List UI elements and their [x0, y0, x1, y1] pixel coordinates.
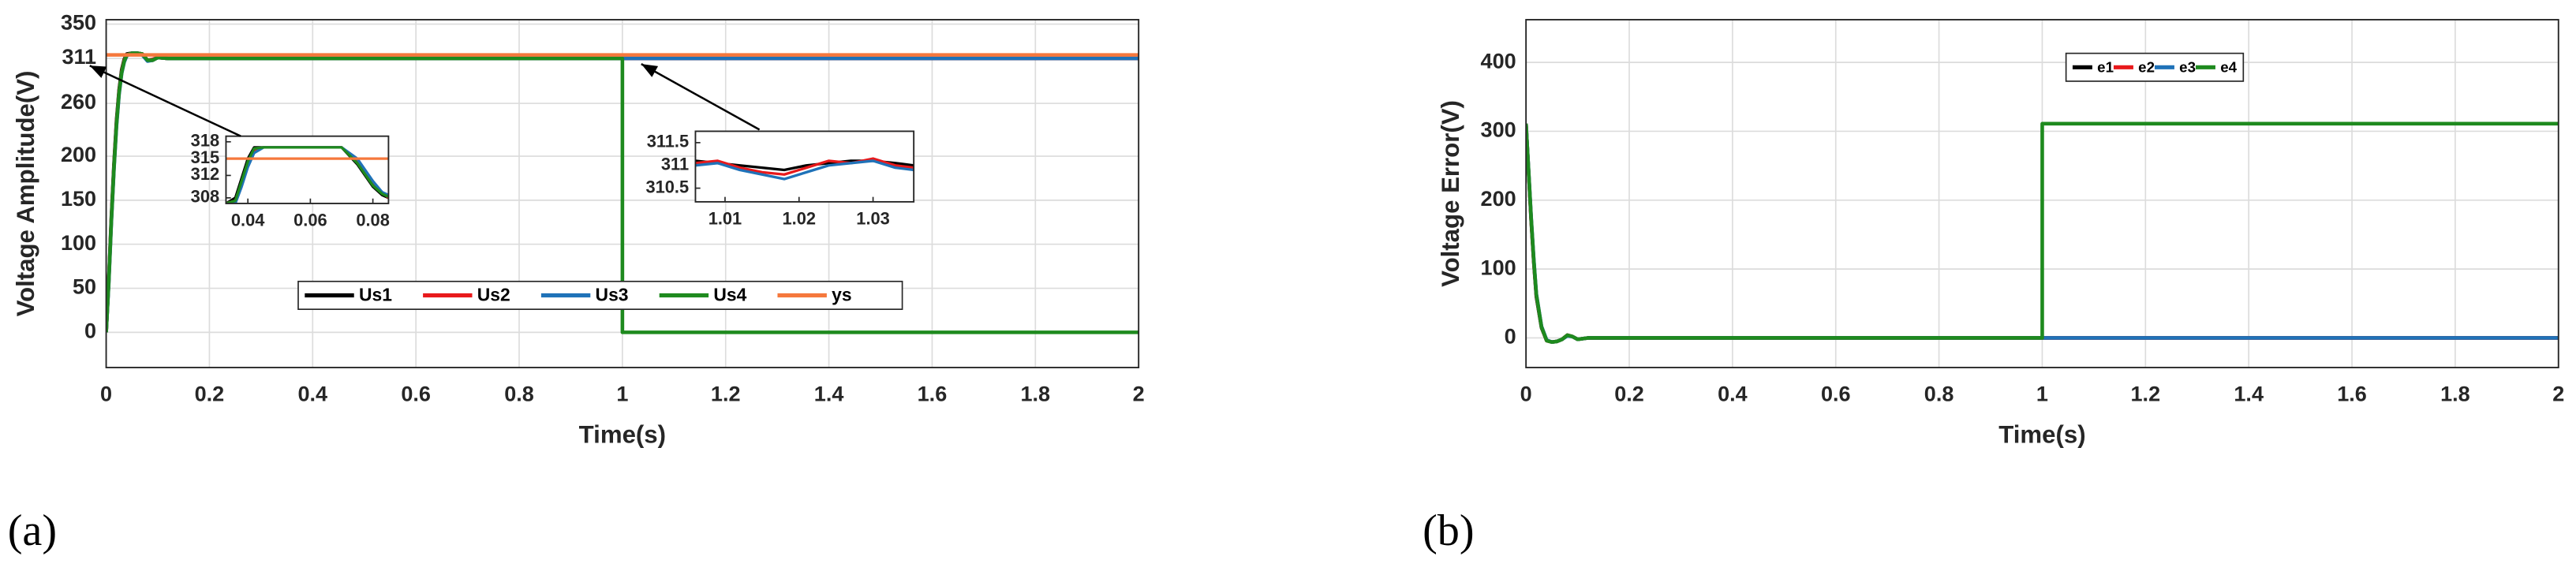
x-tick-label: 0.8	[504, 383, 534, 406]
y-tick-label: 200	[1481, 187, 1516, 211]
y-tick-label: 0	[1505, 325, 1516, 349]
x-tick-label: 1	[2036, 383, 2048, 406]
x-tick-label: 2	[2552, 383, 2564, 406]
y-tick-label: 311	[62, 45, 96, 69]
y-tick-label: 308	[191, 187, 219, 207]
axes-frame	[225, 135, 390, 204]
plot: 0 0.2 0.4 0.6 0.8 1 1.2 1.4 1.6 1.8 2 0 50 100 150 200 2…	[8, 11, 1145, 555]
y-tick-label: 100	[1481, 256, 1516, 279]
plot: 0 0.2 0.4 0.6 0.8 1 1.2 1.4 1.6 1.8 2 0 100 200 300 400…	[1423, 19, 2564, 555]
x-tick-label: 0.06	[293, 211, 327, 230]
series-line	[695, 159, 914, 181]
axes-frame	[1525, 19, 2559, 368]
series-line	[226, 146, 389, 203]
x-tick-label: 0	[100, 383, 112, 406]
legend-label: e3	[2179, 58, 2196, 75]
y-axis-label: Voltage Amplitude(V)	[12, 71, 39, 317]
legend-label: Us3	[596, 285, 629, 305]
plots: 0 0.2 0.4 0.6 0.8 1 1.2 1.4 1.6 1.8 20501001502002…	[8, 11, 2565, 555]
x-tick-label: 0.4	[298, 383, 328, 406]
y-axis-label: Voltage Error(V)	[1437, 100, 1464, 287]
x-tick-label: 0.2	[1614, 383, 1644, 406]
y-tick-label: 100	[61, 231, 96, 255]
panel-label: (a)	[8, 506, 57, 555]
x-tick-label: 1.8	[1021, 383, 1051, 406]
y-tick-label: 315	[191, 147, 219, 167]
y-tick-label: 312	[191, 164, 219, 184]
legend: e1 e2 e3 e4	[2065, 52, 2245, 82]
y-tick-label: 300	[1481, 118, 1516, 142]
x-tick-label: 1.4	[2234, 383, 2264, 406]
legend-label: ys	[832, 285, 851, 305]
x-tick-label: 1.2	[711, 383, 741, 406]
y-tick-label: 200	[61, 143, 96, 166]
zoom-arrow	[641, 63, 761, 131]
x-tick-label: 0.6	[401, 383, 431, 406]
legend-label: e4	[2220, 58, 2237, 75]
y-tick-label: 400	[1481, 49, 1516, 73]
x-tick-label: 1.02	[783, 209, 816, 229]
x-tick-label: 1.03	[856, 209, 889, 229]
y-tick-label: 50	[73, 275, 96, 299]
x-tick-label: 0.2	[195, 383, 225, 406]
y-tick-label: 310.5	[646, 177, 690, 196]
y-tick-label: 318	[191, 131, 219, 151]
zoom-arrow	[89, 65, 241, 137]
series-line	[1526, 121, 2559, 345]
y-tick-label: 150	[61, 187, 96, 211]
legend-label: e1	[2097, 58, 2114, 75]
x-tick-label: 1.6	[2337, 383, 2367, 406]
series-line	[695, 157, 914, 176]
x-tick-label: 1	[616, 383, 628, 406]
y-tick-label: 260	[61, 90, 96, 114]
x-tick-label: 1.6	[918, 383, 948, 406]
x-tick-label: 1.2	[2131, 383, 2161, 406]
legend-label: e2	[2138, 58, 2155, 75]
y-tick-label: 350	[61, 11, 96, 35]
x-tick-label: 0.08	[356, 211, 389, 230]
inset-plot: 1.01 1.02 1.03 310.5 311 311.5	[646, 130, 915, 229]
y-tick-label: 311.5	[647, 132, 689, 151]
x-tick-label: 0	[1520, 383, 1532, 406]
legend-label: Us4	[713, 285, 746, 305]
x-tick-label: 1.8	[2440, 383, 2470, 406]
y-tick-label: 0	[84, 319, 96, 342]
x-tick-label: 0.8	[1924, 383, 1954, 406]
x-tick-label: 2	[1133, 383, 1145, 406]
x-tick-label: 0.04	[231, 211, 265, 230]
legend-label: Us2	[477, 285, 510, 305]
axes-frame	[105, 19, 1140, 368]
axes-frame	[694, 130, 915, 203]
x-tick-label: 1.4	[814, 383, 844, 406]
x-tick-label: 1.01	[708, 209, 742, 229]
legend: Us1 Us2 Us3 Us4 ys	[297, 280, 903, 310]
x-tick-label: 0.4	[1718, 383, 1748, 406]
x-tick-label: 0.6	[1821, 383, 1851, 406]
y-tick-label: 311	[661, 154, 689, 174]
x-axis-label: Time(s)	[579, 421, 666, 449]
legend-label: Us1	[359, 285, 392, 305]
x-axis-label: Time(s)	[1998, 421, 2085, 449]
panel-label: (b)	[1423, 506, 1474, 555]
